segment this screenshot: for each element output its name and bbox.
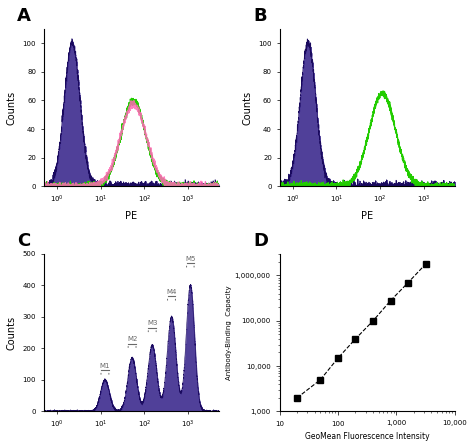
Text: B: B: [253, 7, 267, 25]
Text: M1: M1: [100, 363, 110, 369]
Y-axis label: Antibody-Binding  Capacity: Antibody-Binding Capacity: [226, 285, 232, 380]
Text: M2: M2: [127, 336, 137, 342]
Text: M3: M3: [147, 320, 157, 326]
Y-axis label: Counts: Counts: [7, 90, 17, 125]
X-axis label: GeoMean Fluorescence Intensity: GeoMean Fluorescence Intensity: [305, 432, 429, 441]
Y-axis label: Counts: Counts: [7, 315, 17, 350]
Text: C: C: [18, 232, 31, 250]
X-axis label: PE: PE: [125, 211, 137, 221]
Text: D: D: [253, 232, 268, 250]
Y-axis label: Counts: Counts: [243, 90, 253, 125]
Text: A: A: [18, 7, 31, 25]
Text: M5: M5: [185, 256, 195, 262]
X-axis label: PE: PE: [361, 211, 373, 221]
Text: M4: M4: [166, 289, 177, 295]
